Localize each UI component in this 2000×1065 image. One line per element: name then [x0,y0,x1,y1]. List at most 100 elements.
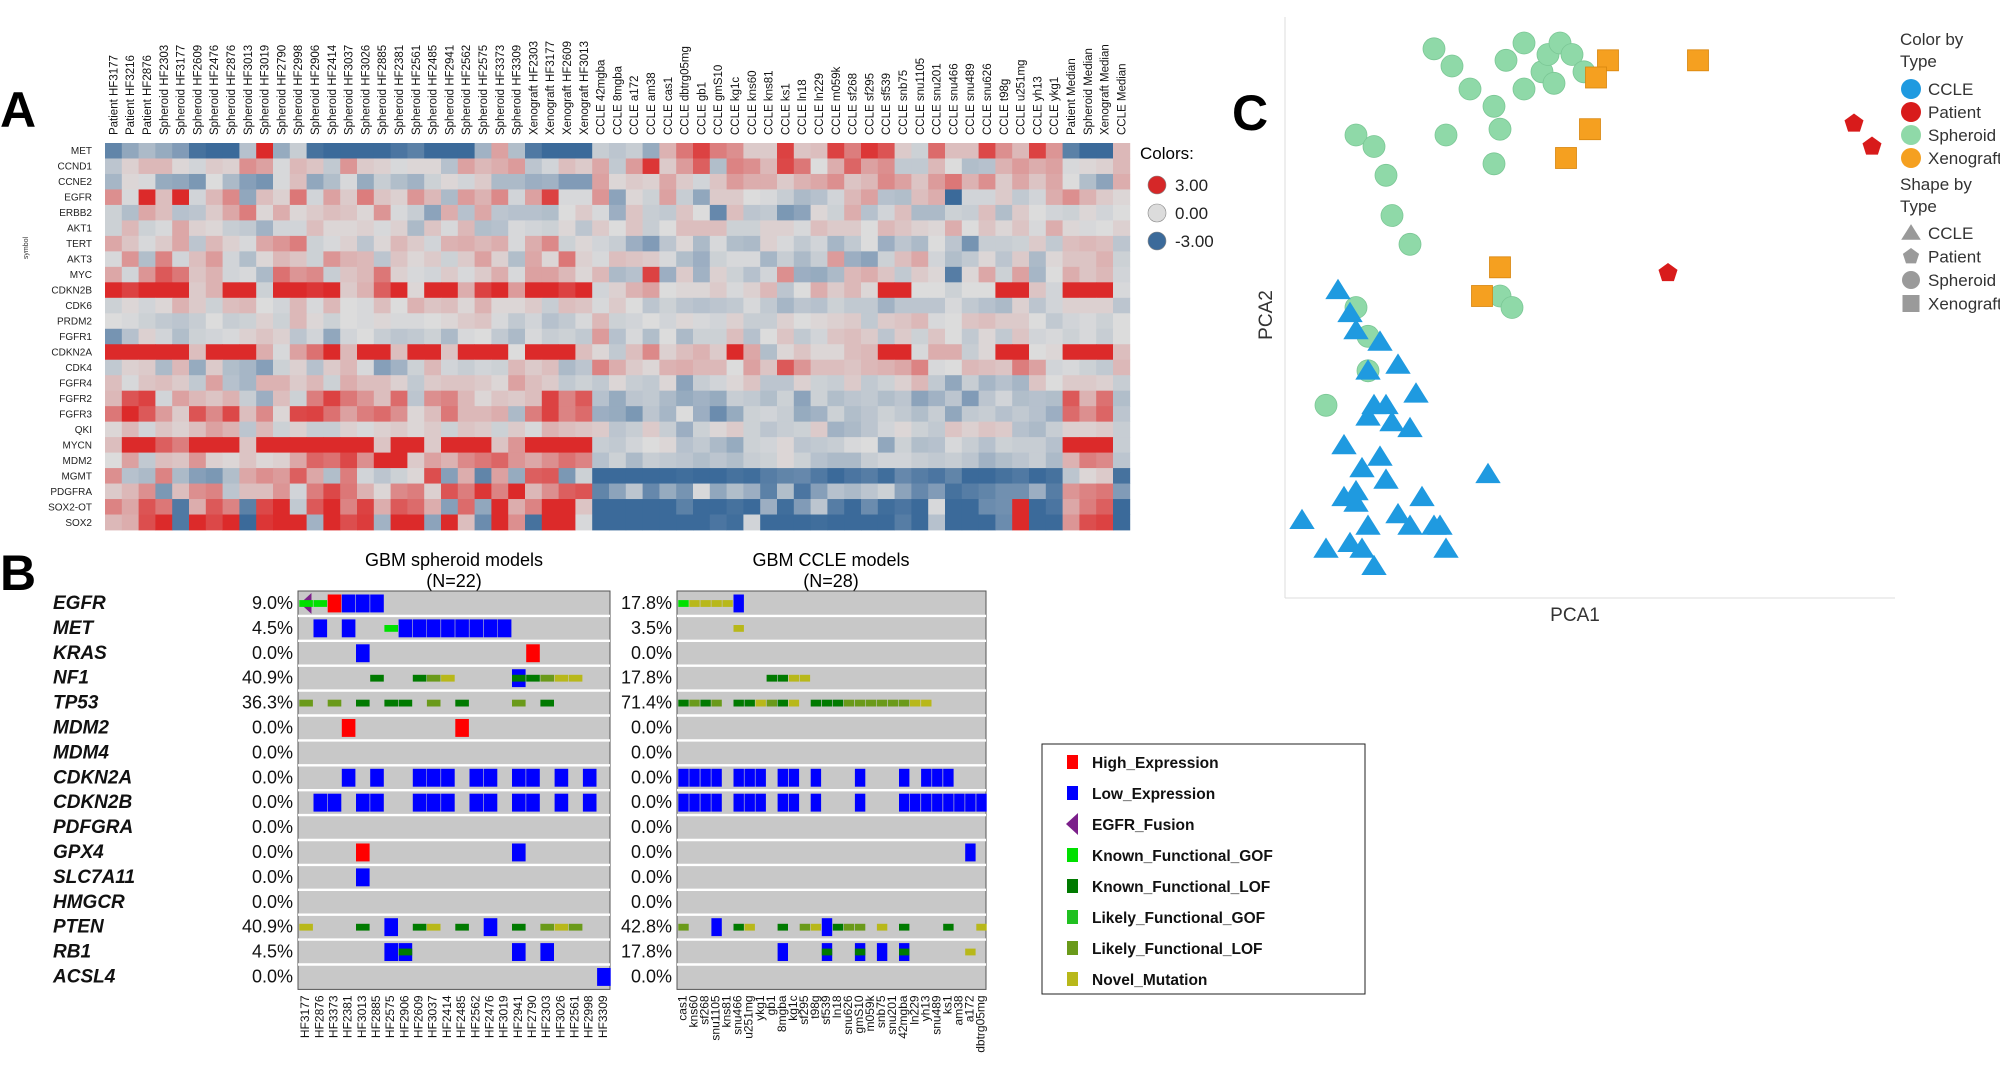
heatmap-cell [861,235,879,252]
heatmap-cell [1079,344,1097,361]
oncoprint-gene-label: PDFGRA [53,817,133,838]
heatmap-cell [978,390,996,407]
oncoprint-expression-mark [733,793,744,812]
heatmap-cell [777,251,795,268]
heatmap-cell [340,468,358,484]
heatmap-cell [424,328,442,345]
oncoprint-expression-mark [943,793,954,812]
heatmap-cell [1029,297,1047,314]
heatmap-cell [205,220,223,237]
heatmap-cell [373,158,391,175]
oncoprint-sample-label: HF2414 [440,995,454,1038]
oncoprint-sample-label: HF2790 [525,995,539,1038]
heatmap-cell [541,173,559,190]
heatmap-cell [390,282,408,299]
heatmap-cell [1045,173,1063,190]
heatmap-cell [189,313,207,330]
heatmap-cell [525,514,543,531]
ccle-oncoprint-title: GBM CCLE models [752,550,909,570]
heatmap-cell [1012,375,1030,392]
heatmap-cell [978,406,996,423]
pca-point-spheroid [1362,135,1386,158]
heatmap-cell [1045,514,1063,531]
oncoprint-expression-mark [678,768,689,787]
heatmap-cell [373,220,391,237]
heatmap-cell [407,468,425,484]
pca-legend: Color by Type Shape by Type CCLEPatientS… [1900,30,2000,314]
heatmap-cell [911,204,929,221]
heatmap-cell [525,313,543,330]
heatmap-cell [541,328,559,345]
heatmap-cell [306,251,324,268]
heatmap-cell [1029,220,1047,237]
heatmap-cell [1096,421,1114,438]
heatmap-cell [810,328,828,345]
heatmap-cell [205,483,223,500]
heatmap-cell [1045,266,1063,283]
oncoprint-mutation-mark [888,699,899,707]
heatmap-cell [642,344,660,361]
oncoprint-expression-mark [597,968,611,986]
oncoprint-expression-mark [965,843,976,862]
heatmap-cell [894,514,912,531]
oncoprint-percent: 36.3% [242,693,293,713]
heatmap-cell [861,297,879,314]
heatmap-cell [810,468,828,484]
heatmap-cell [172,344,190,361]
heatmap-cell [793,452,811,469]
heatmap-cell [457,189,475,206]
oncoprint-sample-label: ln229 [907,995,921,1025]
heatmap-cell [1045,375,1063,392]
heatmap-cell [1079,143,1097,159]
heatmap-column-labels: Patient HF3177 Patient HF3216 Patient HF28… [108,41,1128,135]
heatmap-cell [810,189,828,206]
heatmap-cell [357,297,375,314]
heatmap-cell [205,468,223,484]
oncoprint-mutation-mark [455,923,469,931]
oncoprint-mutation-mark [313,600,328,607]
heatmap-cell [743,143,761,159]
heatmap-cell [189,468,207,484]
oncoprint-mutation-mark [876,699,888,707]
heatmap-cell [1062,468,1080,484]
heatmap-cell [810,204,828,221]
oncoprint-sample-label: HF2485 [454,995,468,1038]
heatmap-cell [525,235,543,252]
heatmap-cell [793,251,811,268]
heatmap-column-label: CCLE sf295 [864,73,876,135]
oncoprint-percent: 0.0% [252,643,293,663]
heatmap-cell [911,328,929,345]
oncoprint-sample-label: HF3309 [596,995,610,1038]
heatmap-cell [1113,421,1131,438]
heatmap-cell [592,437,610,453]
oncoprint-expression-mark [356,843,370,862]
heatmap-cell [625,328,643,345]
heatmap-cell [390,499,408,515]
heatmap-cell [861,375,879,392]
heatmap-cell [508,483,526,500]
oncoprint-mutation-mark [733,625,744,632]
heatmap-cell [810,251,828,268]
heatmap-cell [289,143,307,159]
oncoprint-mutation-mark [821,948,833,956]
heatmap-cell [239,235,257,252]
heatmap-row-label: FGFR3 [59,409,92,420]
heatmap-cell [222,499,240,515]
heatmap-cell [1062,344,1080,361]
oncoprint-mutation-mark [426,674,441,682]
heatmap-cell [441,421,459,438]
heatmap-cell [491,158,509,175]
oncoprint-mutation-mark [755,699,766,707]
heatmap-cell [693,499,711,515]
heatmap-cell [424,297,442,314]
heatmap-cell [424,437,442,453]
heatmap-cell [995,452,1013,469]
heatmap-cell [693,220,711,237]
heatmap-cell [508,514,526,531]
heatmap-cell [642,390,660,407]
heatmap-cell [760,204,778,221]
heatmap-cell [995,514,1013,531]
heatmap-cell [273,251,291,268]
heatmap-cell [525,468,543,484]
heatmap-cell [558,235,576,252]
